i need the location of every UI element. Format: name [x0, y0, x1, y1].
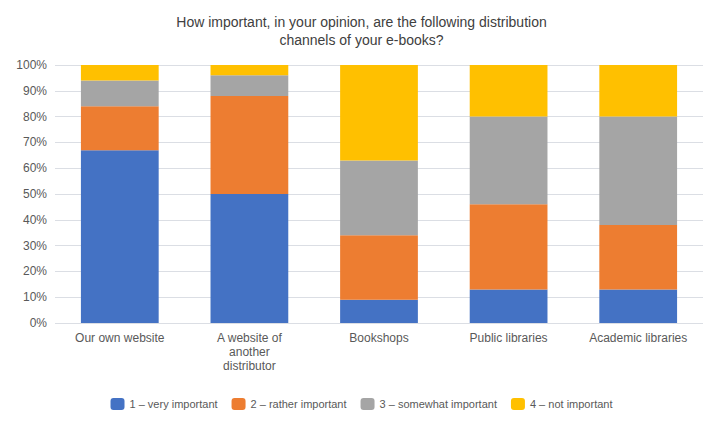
svg-text:4 – not important: 4 – not important — [530, 398, 613, 410]
svg-text:0%: 0% — [30, 316, 48, 330]
svg-text:How important, in your opinion: How important, in your opinion, are the … — [176, 14, 546, 30]
svg-text:70%: 70% — [23, 135, 47, 149]
svg-text:10%: 10% — [23, 290, 47, 304]
svg-text:2 – rather important: 2 – rather important — [251, 398, 347, 410]
svg-text:Bookshops: Bookshops — [349, 331, 408, 345]
svg-text:A website of: A website of — [217, 331, 282, 345]
svg-text:30%: 30% — [23, 239, 47, 253]
svg-text:another: another — [229, 345, 270, 359]
svg-text:50%: 50% — [23, 187, 47, 201]
svg-text:Public libraries: Public libraries — [470, 331, 548, 345]
svg-text:20%: 20% — [23, 264, 47, 278]
svg-text:Our own website: Our own website — [75, 331, 165, 345]
svg-text:80%: 80% — [23, 110, 47, 124]
svg-text:3 – somewhat important: 3 – somewhat important — [380, 398, 497, 410]
svg-text:1 – very important: 1 – very important — [130, 398, 218, 410]
svg-text:100%: 100% — [16, 58, 47, 72]
svg-text:Academic libraries: Academic libraries — [589, 331, 687, 345]
svg-text:channels of your e-books?: channels of your e-books? — [279, 32, 443, 48]
svg-text:60%: 60% — [23, 161, 47, 175]
svg-text:90%: 90% — [23, 84, 47, 98]
svg-text:distributor: distributor — [223, 359, 276, 373]
svg-text:40%: 40% — [23, 213, 47, 227]
